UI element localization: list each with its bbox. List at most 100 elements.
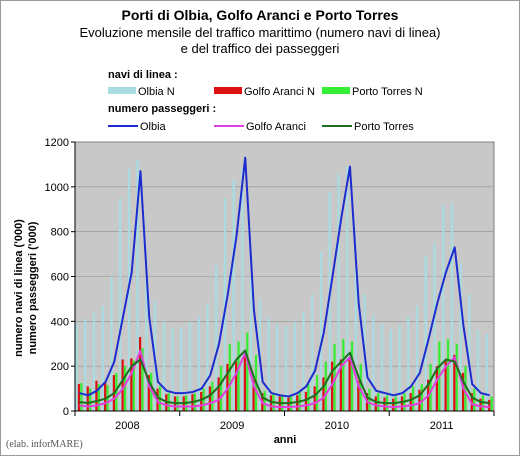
- bar-olbia-n: [162, 321, 165, 411]
- y-tick-label: 0: [63, 406, 69, 418]
- bar-golfo-aranci-n: [208, 386, 212, 411]
- bar-olbia-n: [337, 173, 340, 411]
- bar-golfo-aranci-n: [304, 391, 308, 411]
- bar-porto-torres-n: [368, 388, 371, 411]
- bar-porto-torres-n: [446, 339, 450, 411]
- y-tick-label: 800: [51, 227, 69, 239]
- bar-golfo-aranci-n: [488, 399, 491, 411]
- bar-olbia-n: [92, 312, 96, 411]
- legend-lines-heading: numero passeggeri :: [108, 103, 216, 115]
- bar-golfo-aranci-n: [86, 386, 89, 411]
- bar-olbia-n: [450, 202, 454, 411]
- bar-olbia-n: [468, 294, 471, 411]
- bar-golfo-aranci-n: [95, 380, 98, 411]
- x-tick-label: 2009: [220, 420, 244, 432]
- y-tick-label: 1200: [45, 137, 69, 149]
- bar-porto-torres-n: [89, 388, 92, 411]
- bar-olbia-n: [276, 324, 279, 411]
- bar-porto-torres-n: [420, 384, 423, 411]
- line-olbia: [79, 156, 490, 398]
- bar-olbia-n: [311, 294, 314, 411]
- bar-golfo-aranci-n: [400, 396, 404, 411]
- bar-porto-torres-n: [141, 348, 144, 411]
- bar-porto-torres-n: [359, 363, 362, 411]
- bar-porto-torres-n: [80, 382, 83, 411]
- bar-golfo-aranci-n: [121, 359, 124, 411]
- bar-olbia-n: [206, 303, 209, 411]
- bar-olbia-n: [407, 316, 410, 411]
- bar-olbia-n: [485, 333, 488, 411]
- legend-label: Olbia N: [138, 86, 175, 98]
- legend-swatch: [322, 87, 350, 94]
- bar-porto-torres-n: [324, 361, 327, 411]
- bar-olbia-n: [215, 265, 218, 411]
- bar-porto-torres-n: [263, 390, 266, 411]
- bar-olbia-n: [250, 276, 253, 411]
- bar-olbia-n: [188, 322, 192, 411]
- bar-olbia-n: [171, 328, 174, 411]
- bar-olbia-n: [459, 263, 462, 411]
- bar-golfo-aranci-n: [348, 357, 351, 411]
- bar-porto-torres-n: [350, 341, 354, 411]
- bar-golfo-aranci-n: [418, 389, 421, 411]
- bar-olbia-n: [223, 198, 227, 411]
- legend-bars-heading: navi di linea :: [108, 69, 178, 81]
- bar-olbia-n: [180, 326, 183, 411]
- bar-porto-torres-n: [333, 343, 336, 411]
- bar-golfo-aranci-n: [313, 386, 316, 411]
- bar-golfo-aranci-n: [322, 377, 325, 412]
- bar-porto-torres-n: [342, 339, 345, 411]
- bar-golfo-aranci-n: [357, 380, 360, 411]
- bar-golfo-aranci-n: [339, 359, 342, 411]
- y-tick-label: 400: [51, 316, 69, 328]
- y-tick-label: 1000: [45, 182, 69, 194]
- y-tick-label: 600: [51, 272, 69, 284]
- bar-golfo-aranci-n: [252, 379, 255, 411]
- bar-olbia-n: [442, 204, 445, 411]
- bar-golfo-aranci-n: [217, 377, 220, 412]
- bar-olbia-n: [328, 191, 331, 411]
- bar-golfo-aranci-n: [130, 358, 133, 411]
- bar-olbia-n: [433, 242, 436, 412]
- bar-porto-torres-n: [464, 366, 467, 411]
- bar-golfo-aranci-n: [444, 359, 447, 411]
- y-tick-label: 200: [51, 361, 69, 373]
- bar-olbia-n: [346, 166, 349, 411]
- bar-golfo-aranci-n: [234, 361, 238, 411]
- bar-olbia-n: [424, 256, 427, 411]
- bar-olbia-n: [145, 272, 148, 411]
- legend-label: Olbia: [140, 121, 167, 133]
- bar-porto-torres-n: [429, 363, 432, 411]
- bar-olbia-n: [101, 305, 104, 411]
- bar-olbia-n: [302, 312, 305, 411]
- bar-olbia-n: [372, 314, 375, 411]
- bar-golfo-aranci-n: [147, 375, 150, 411]
- bar-porto-torres-n: [228, 343, 231, 411]
- bar-golfo-aranci-n: [77, 384, 81, 411]
- y-axis-label-line2: numero passeggeri ('000): [27, 221, 39, 354]
- x-tick-label: 2011: [430, 420, 454, 432]
- bar-olbia-n: [119, 198, 122, 411]
- bar-porto-torres-n: [307, 384, 310, 411]
- legend-label: Porto Torres: [354, 121, 414, 133]
- bar-golfo-aranci-n: [409, 393, 412, 411]
- plot-area: 0 200 400 600 800 1000 1200 2008 2009 2010 2011: [45, 137, 495, 432]
- bar-porto-torres-n: [132, 360, 135, 411]
- bar-olbia-n: [476, 330, 480, 411]
- bar-olbia-n: [354, 267, 357, 411]
- bar-golfo-aranci-n: [287, 397, 290, 411]
- bar-golfo-aranci-n: [243, 354, 246, 411]
- bar-golfo-aranci-n: [138, 337, 142, 411]
- bar-olbia-n: [110, 276, 113, 411]
- bar-olbia-n: [136, 159, 139, 411]
- bar-golfo-aranci-n: [383, 397, 386, 411]
- bar-olbia-n: [197, 316, 200, 411]
- y-axis-label-line1: numero navi di linea ('000): [13, 219, 25, 357]
- x-tick-label: 2008: [115, 420, 139, 432]
- legend-label: Golfo Aranci: [246, 121, 306, 133]
- bar-olbia-n: [75, 323, 78, 411]
- bar-golfo-aranci-n: [296, 395, 299, 411]
- x-axis-label: anni: [274, 434, 297, 446]
- bar-porto-torres-n: [123, 366, 127, 411]
